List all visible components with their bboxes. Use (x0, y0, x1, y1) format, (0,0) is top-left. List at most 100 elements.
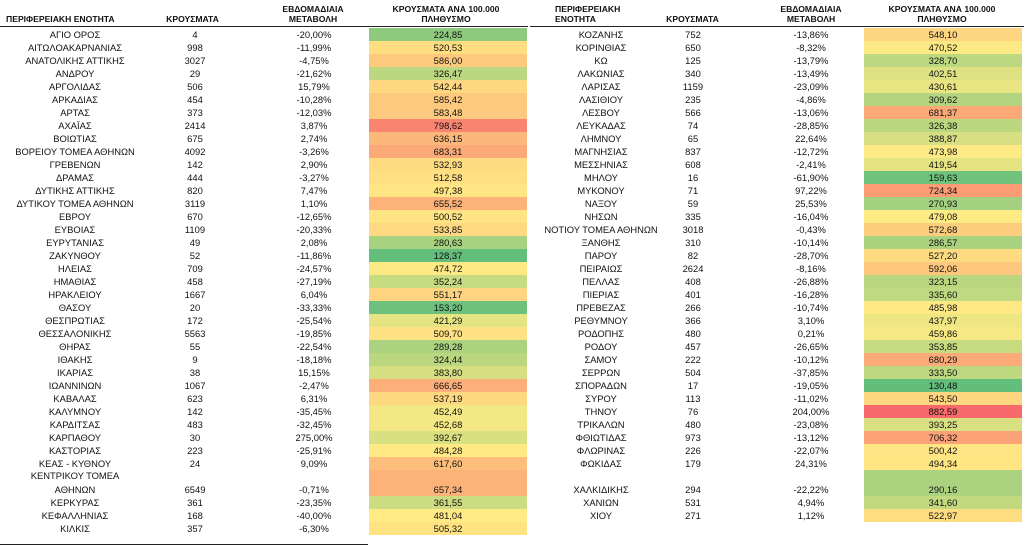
rate-per-100k-value: 289,28 (433, 341, 463, 352)
rate-per-100k-cell: 280,63 (369, 236, 527, 249)
rate-per-100k-cell: 706,32 (864, 431, 1022, 444)
rate-per-100k-cell: 393,25 (864, 418, 1022, 431)
weekly-change: -28,85% (793, 120, 829, 131)
rate-per-100k-cell: 286,57 (864, 236, 1022, 249)
case-count: 820 (187, 185, 203, 196)
rate-per-100k-cell: 657,34 (369, 470, 527, 496)
case-count: 125 (685, 55, 701, 66)
region-name: ΜΑΓΝΗΣΙΑΣ (574, 146, 628, 157)
rate-per-100k-value: 341,60 (928, 497, 958, 508)
weekly-change: -27,19% (296, 276, 332, 287)
rate-per-100k-cell: 592,06 (864, 262, 1022, 275)
region-name: ΧΑΛΚΙΔΙΚΗΣ (573, 484, 629, 495)
region-name: ΙΩΑΝΝΙΝΩΝ (48, 380, 102, 391)
case-count: 59 (687, 198, 699, 209)
rate-per-100k-value: 473,98 (928, 146, 958, 157)
region-name: ΔΥΤΙΚΗΣ ΑΤΤΙΚΗΣ (35, 185, 115, 196)
case-count: 6549 (184, 484, 206, 495)
footer-rule-left (0, 544, 368, 545)
rate-per-100k-value: 452,68 (433, 419, 463, 430)
region-name: ΑΓΙΟ ΟΡΟΣ (49, 29, 101, 40)
case-count: 1067 (184, 380, 206, 391)
weekly-change: 1,12% (797, 510, 825, 521)
rate-per-100k-cell: 543,50 (864, 392, 1022, 405)
rate-per-100k-cell: 383,80 (369, 366, 527, 379)
case-count: 675 (187, 133, 203, 144)
weekly-change: 204,00% (792, 406, 830, 417)
region-name: ΕΒΡΟΥ (58, 211, 91, 222)
case-count: 49 (189, 237, 201, 248)
rate-per-100k-value: 153,20 (433, 302, 463, 313)
rate-per-100k-cell: 326,38 (864, 119, 1022, 132)
rate-per-100k-cell: 520,53 (369, 41, 527, 54)
region-name: ΔΥΤΙΚΟΥ ΤΟΜΕΑ ΑΘΗΝΩΝ (16, 198, 134, 209)
region-name: ΑΝΔΡΟΥ (55, 68, 95, 79)
rate-per-100k-cell: 224,85 (369, 28, 527, 41)
rate-per-100k-cell: 636,15 (369, 132, 527, 145)
rate-per-100k-value: 617,60 (433, 458, 463, 469)
case-count: 366 (685, 315, 701, 326)
case-count: 1159 (682, 81, 704, 92)
rate-per-100k-value: 326,38 (928, 120, 958, 131)
weekly-change: 15,15% (298, 367, 330, 378)
rate-per-100k-value: 130,48 (928, 380, 958, 391)
region-name: ΜΕΣΣΗΝΙΑΣ (574, 159, 628, 170)
rate-per-100k-cell: 680,29 (864, 353, 1022, 366)
weekly-change: -23,08% (793, 419, 829, 430)
region-name: ΚΑΛΥΜΝΟΥ (48, 406, 102, 417)
region-name: ΚΑΒΑΛΑΣ (53, 393, 97, 404)
case-count: 340 (685, 68, 701, 79)
weekly-change: -23,09% (793, 81, 829, 92)
case-count: 24 (189, 458, 201, 469)
rate-per-100k-value: 352,24 (433, 276, 463, 287)
weekly-change: -10,12% (793, 354, 829, 365)
rate-per-100k-cell: 683,31 (369, 145, 527, 158)
case-count: 408 (685, 276, 701, 287)
rate-per-100k-value: 724,34 (928, 185, 958, 196)
region-name: ΡΕΘΥΜΝΟΥ (574, 315, 628, 326)
case-count: 271 (685, 510, 701, 521)
region-name: ΚΩ (594, 55, 608, 66)
region-name: ΙΚΑΡΙΑΣ (56, 367, 94, 378)
case-count: 480 (685, 328, 701, 339)
case-count: 623 (187, 393, 203, 404)
rate-per-100k-value: 383,80 (433, 367, 463, 378)
rate-per-100k-value: 326,47 (433, 68, 463, 79)
region-name-line2: ΑΘΗΝΩΝ (54, 484, 96, 495)
rate-per-100k-value: 572,68 (928, 224, 958, 235)
weekly-change: -18,18% (296, 354, 332, 365)
region-name: ΤΡΙΚΑΛΩΝ (577, 419, 625, 430)
weekly-change: -35,45% (296, 406, 332, 417)
rate-per-100k-value: 657,34 (433, 484, 463, 495)
region-name: ΕΥΒΟΙΑΣ (54, 224, 96, 235)
rate-per-100k-cell: 505,32 (369, 522, 527, 535)
case-count: 709 (187, 263, 203, 274)
header-cases-right: ΚΡΟΥΣΜΑΤΑ (666, 14, 719, 24)
rate-per-100k-cell: 153,20 (369, 301, 527, 314)
rate-per-100k-cell: 585,42 (369, 93, 527, 106)
rate-per-100k-value: 459,86 (928, 328, 958, 339)
rate-per-100k-value: 592,06 (928, 263, 958, 274)
case-count: 361 (187, 497, 203, 508)
rate-per-100k-cell: 527,20 (864, 249, 1022, 262)
case-count: 335 (685, 211, 701, 222)
rate-per-100k-cell: 452,68 (369, 418, 527, 431)
region-name: ΛΑΣΙΘΙΟΥ (578, 94, 624, 105)
case-count: 2624 (682, 263, 704, 274)
rate-per-100k-value: 479,08 (928, 211, 958, 222)
case-count: 29 (189, 68, 201, 79)
case-count: 608 (685, 159, 701, 170)
rate-per-100k-cell: 512,58 (369, 171, 527, 184)
rate-per-100k-value: 512,58 (433, 172, 463, 183)
rate-per-100k-cell: 497,38 (369, 184, 527, 197)
region-name: ΚΟΡΙΝΘΙΑΣ (575, 42, 627, 53)
weekly-change: 97,22% (795, 185, 827, 196)
region-name: ΤΗΝΟΥ (584, 406, 618, 417)
weekly-change: -28,70% (793, 250, 829, 261)
rate-per-100k-value: 270,93 (928, 198, 958, 209)
rate-per-100k-cell: 130,48 (864, 379, 1022, 392)
rate-per-100k-cell: 290,16 (864, 470, 1022, 496)
rate-per-100k-value: 500,42 (928, 445, 958, 456)
case-count: 454 (187, 94, 203, 105)
weekly-change: -16,04% (793, 211, 829, 222)
